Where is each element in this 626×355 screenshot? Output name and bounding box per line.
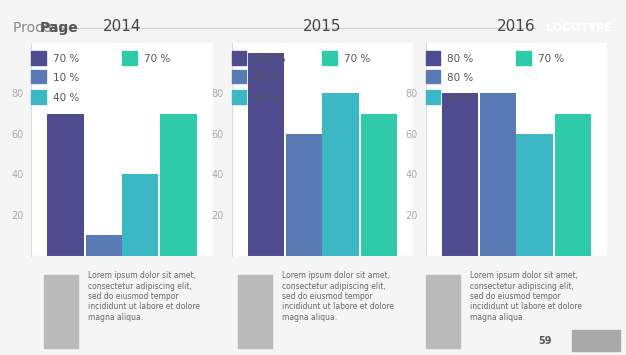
- Text: 59: 59: [538, 336, 552, 346]
- Text: 100 %: 100 %: [254, 54, 286, 65]
- Bar: [516, 134, 553, 256]
- Bar: [361, 114, 397, 256]
- Bar: [232, 51, 246, 65]
- Bar: [238, 275, 272, 348]
- Text: Lorem ipsum dolor sit amet,
consectetur adipiscing elit,
sed do eiusmod tempor
i: Lorem ipsum dolor sit amet, consectetur …: [282, 271, 394, 322]
- Text: 70 %: 70 %: [538, 54, 565, 65]
- Text: Process: Process: [13, 21, 69, 36]
- Bar: [572, 330, 620, 351]
- Text: Page: Page: [39, 21, 78, 36]
- Bar: [44, 275, 78, 348]
- Bar: [286, 134, 322, 256]
- Bar: [86, 235, 122, 256]
- Title: 2016: 2016: [497, 20, 536, 34]
- Title: 2014: 2014: [103, 20, 141, 34]
- Text: 80 %: 80 %: [448, 73, 474, 83]
- Text: 60 %: 60 %: [448, 93, 474, 103]
- Bar: [122, 51, 136, 65]
- Text: Lorem ipsum dolor sit amet,
consectetur adipiscing elit,
sed do eiusmod tempor
i: Lorem ipsum dolor sit amet, consectetur …: [88, 271, 200, 322]
- Text: 70 %: 70 %: [53, 54, 80, 65]
- Bar: [426, 275, 460, 348]
- Text: 70 %: 70 %: [344, 54, 371, 65]
- Bar: [516, 51, 531, 65]
- Bar: [31, 51, 46, 65]
- Bar: [31, 90, 46, 104]
- Bar: [555, 114, 591, 256]
- Bar: [232, 70, 246, 83]
- Bar: [160, 114, 197, 256]
- Text: 80 %: 80 %: [448, 54, 474, 65]
- Bar: [426, 90, 440, 104]
- Bar: [426, 51, 440, 65]
- Bar: [322, 93, 359, 256]
- Bar: [248, 53, 284, 256]
- Text: 70 %: 70 %: [144, 54, 170, 65]
- Text: Lorem ipsum dolor sit amet,
consectetur adipiscing elit,
sed do eiusmod tempor
i: Lorem ipsum dolor sit amet, consectetur …: [470, 271, 582, 322]
- Bar: [122, 174, 158, 256]
- Bar: [442, 93, 478, 256]
- Bar: [232, 90, 246, 104]
- Bar: [480, 93, 516, 256]
- Text: 60 %: 60 %: [254, 73, 280, 83]
- Title: 2015: 2015: [303, 20, 342, 34]
- Text: 80 %: 80 %: [254, 93, 280, 103]
- Bar: [322, 51, 337, 65]
- Text: 40 %: 40 %: [53, 93, 80, 103]
- Text: LOGOTYPE: LOGOTYPE: [546, 22, 612, 33]
- Bar: [426, 70, 440, 83]
- Bar: [48, 114, 84, 256]
- Bar: [31, 70, 46, 83]
- Text: 10 %: 10 %: [53, 73, 80, 83]
